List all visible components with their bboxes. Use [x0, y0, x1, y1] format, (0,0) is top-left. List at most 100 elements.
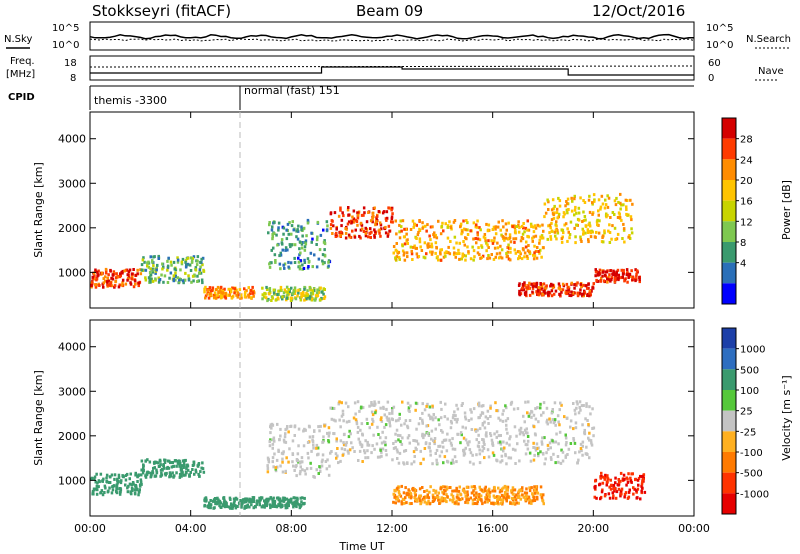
data-cell — [472, 489, 475, 493]
data-cell — [543, 436, 546, 440]
data-cell — [558, 430, 562, 434]
data-cell — [640, 489, 643, 493]
data-cell — [275, 458, 279, 462]
x-tick-label: 00:00 — [74, 522, 106, 535]
data-cell — [140, 473, 143, 477]
data-cell — [475, 493, 479, 497]
data-cell — [421, 418, 424, 422]
y-tick-label: 4000 — [58, 341, 86, 354]
data-cell — [149, 267, 152, 271]
data-cell — [388, 229, 391, 233]
data-cell — [132, 482, 135, 486]
data-cell — [496, 246, 500, 250]
data-cell — [379, 234, 382, 238]
data-cell — [461, 252, 464, 256]
data-cell — [618, 215, 622, 219]
data-cell — [623, 492, 627, 496]
data-cell — [396, 433, 400, 437]
data-cell — [96, 274, 99, 278]
data-cell — [520, 288, 523, 292]
data-cell — [108, 486, 111, 490]
data-cell — [161, 262, 164, 266]
data-cell — [410, 495, 413, 499]
data-cell — [282, 450, 285, 454]
data-cell — [580, 404, 584, 408]
data-cell — [317, 291, 320, 294]
data-cell — [606, 474, 609, 478]
data-cell — [392, 405, 396, 409]
data-cell — [272, 438, 275, 442]
data-cell — [241, 498, 245, 502]
data-cell — [441, 499, 444, 503]
data-cell — [327, 440, 331, 444]
data-cell — [544, 286, 548, 290]
data-cell — [190, 280, 193, 284]
data-cell — [466, 490, 469, 494]
data-cell — [477, 433, 480, 437]
data-cell — [113, 477, 116, 481]
data-cell — [245, 506, 248, 509]
data-cell — [130, 277, 133, 281]
data-cell — [295, 235, 298, 239]
data-cell — [462, 450, 466, 454]
data-cell — [157, 254, 160, 258]
data-cell — [296, 237, 300, 241]
data-cell — [219, 285, 223, 289]
data-cell — [116, 477, 119, 481]
data-cell — [481, 411, 485, 415]
data-cell — [460, 232, 463, 236]
data-cell — [268, 444, 272, 448]
data-cell — [483, 426, 487, 430]
data-cell — [439, 252, 442, 256]
data-cell — [612, 494, 615, 498]
data-cell — [542, 493, 545, 497]
data-cell — [175, 471, 178, 475]
data-cell — [619, 192, 622, 196]
data-cell — [597, 198, 601, 202]
data-cell — [103, 484, 107, 488]
data-cell — [532, 413, 536, 417]
data-cell — [598, 219, 601, 223]
data-cell — [139, 478, 143, 482]
data-cell — [214, 296, 218, 300]
data-cell — [341, 409, 345, 413]
data-cell — [409, 493, 413, 497]
data-cell — [518, 250, 522, 254]
data-cell — [521, 282, 525, 286]
data-cell — [572, 427, 575, 431]
data-cell — [401, 244, 404, 248]
data-cell — [547, 200, 550, 204]
data-cell — [611, 224, 614, 228]
data-cell — [431, 493, 435, 497]
data-cell — [297, 260, 301, 264]
data-cell — [446, 432, 449, 436]
data-cell — [109, 269, 112, 273]
data-cell — [519, 252, 522, 256]
data-cell — [347, 233, 351, 237]
data-cell — [526, 447, 530, 451]
data-cell — [543, 462, 546, 466]
data-cell — [581, 444, 584, 448]
data-cell — [201, 461, 204, 465]
data-cell — [286, 503, 290, 507]
data-cell — [265, 285, 268, 289]
data-cell — [170, 465, 174, 469]
data-cell — [204, 294, 208, 298]
data-cell — [549, 420, 552, 424]
data-cell — [159, 474, 162, 478]
data-cell — [117, 473, 121, 477]
data-cell — [231, 286, 234, 290]
data-cell — [477, 441, 481, 444]
data-cell — [363, 211, 366, 215]
data-cell — [535, 495, 539, 499]
data-cell — [536, 223, 539, 227]
data-cell — [243, 287, 246, 291]
data-cell — [390, 215, 394, 219]
data-cell — [397, 490, 401, 494]
data-cell — [288, 290, 291, 294]
data-cell — [203, 503, 207, 507]
data-cell — [562, 215, 565, 219]
data-cell — [485, 497, 488, 501]
data-cell — [252, 294, 255, 298]
data-cell — [283, 266, 286, 270]
